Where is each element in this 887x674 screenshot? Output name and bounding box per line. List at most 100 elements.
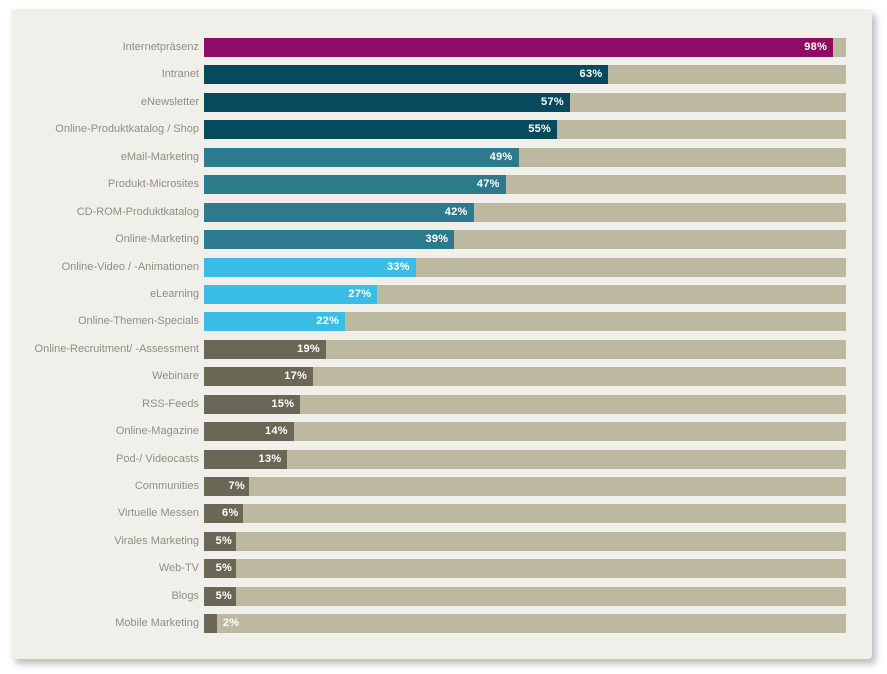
bar-fill <box>204 312 346 332</box>
bar-track: 22% <box>204 312 846 332</box>
chart-row: Online-Magazine 14% <box>11 422 846 442</box>
value-label: 15% <box>271 397 295 410</box>
category-label: RSS-Feeds <box>142 397 199 410</box>
bar-track: 5% <box>204 559 846 579</box>
category-label: Online-Magazine <box>115 425 199 438</box>
bar-fill <box>204 339 326 359</box>
category-label: eNewsletter <box>140 95 199 108</box>
value-label: 7% <box>228 480 245 492</box>
value-label: 33% <box>386 260 410 273</box>
category-label: Online-Themen-Specials <box>77 315 199 328</box>
bar-track: 57% <box>204 92 846 112</box>
bar-track: 27% <box>204 284 846 304</box>
value-label: 13% <box>258 452 282 465</box>
category-label: Virtuelle Messen <box>117 507 199 520</box>
chart-row: eNewsletter 57% <box>11 92 846 112</box>
bar-track: 13% <box>204 449 846 469</box>
value-label: 98% <box>804 41 828 53</box>
bar-track: 39% <box>204 230 846 250</box>
chart-row: Communities 7% <box>11 477 846 496</box>
bar-track: 63% <box>204 65 846 85</box>
category-label: CD-ROM-Produktkatalog <box>76 205 199 218</box>
value-label: 17% <box>284 370 308 383</box>
value-label: 63% <box>579 68 603 81</box>
chart-row: eLearning 27% <box>11 284 846 304</box>
chart-row: Online-Themen-Specials 22% <box>11 312 846 332</box>
value-label: 5% <box>215 534 233 547</box>
category-label: Online-Produktkatalog / Shop <box>55 123 199 136</box>
value-label: 42% <box>444 205 468 218</box>
value-label: 2% <box>222 617 240 630</box>
bar-track: 14% <box>204 422 846 442</box>
value-label: 14% <box>264 425 288 438</box>
category-label: Mobile Marketing <box>115 617 199 630</box>
bar-fill <box>204 257 416 277</box>
bar-chart: Internetpräsenz 98% Intranet 63% eNewsle… <box>11 38 846 642</box>
category-label: Virales Marketing <box>114 534 199 547</box>
chart-row: CD-ROM-Produktkatalog 42% <box>11 202 846 222</box>
bar-fill <box>204 422 294 442</box>
bar-track: 47% <box>204 175 846 195</box>
value-label: 5% <box>215 589 233 602</box>
chart-row: eMail-Marketing 49% <box>11 147 846 167</box>
category-label: Internetpräsenz <box>122 41 199 53</box>
bar-track: 19% <box>204 339 846 359</box>
category-label: eLearning <box>150 287 199 300</box>
category-label: Online-Video / -Animationen <box>61 260 199 273</box>
chart-row: Blogs 5% <box>11 586 846 606</box>
chart-panel: Internetpräsenz 98% Intranet 63% eNewsle… <box>11 9 872 659</box>
category-label: Produkt-Microsites <box>107 178 199 191</box>
bar-fill <box>204 449 288 469</box>
category-label: Pod-/ Videocasts <box>116 452 199 465</box>
bar-fill <box>204 92 570 112</box>
bar-track: 5% <box>204 531 846 551</box>
chart-row: RSS-Feeds 15% <box>11 394 846 414</box>
bar-fill <box>204 367 314 387</box>
chart-row: Online-Video / -Animationen 33% <box>11 257 846 277</box>
bar-fill <box>204 38 834 57</box>
chart-row: Virtuelle Messen 6% <box>11 504 846 524</box>
bar-fill <box>204 284 378 304</box>
bar-fill <box>204 586 237 606</box>
bar-track: 7% <box>204 477 846 496</box>
value-label: 22% <box>316 315 340 328</box>
bar-track: 5% <box>204 586 846 606</box>
chart-row: Internetpräsenz 98% <box>11 38 846 57</box>
chart-row: Web-TV 5% <box>11 559 846 579</box>
chart-row: Virales Marketing 5% <box>11 531 846 551</box>
category-label: Intranet <box>161 68 199 81</box>
bar-track: 2% <box>204 614 846 634</box>
value-label: 27% <box>348 287 372 300</box>
bar-track: 49% <box>204 147 846 167</box>
bar-track: 17% <box>204 367 846 387</box>
bar-fill <box>204 147 519 167</box>
value-label: 19% <box>297 342 320 355</box>
chart-row: Online-Produktkatalog / Shop 55% <box>11 120 846 140</box>
chart-row: Mobile Marketing 2% <box>11 614 846 634</box>
category-label: Web-TV <box>158 562 199 575</box>
value-label: 49% <box>489 150 513 163</box>
bar-fill <box>204 65 609 85</box>
category-label: eMail-Marketing <box>120 150 199 163</box>
chart-row: Online-Marketing 39% <box>11 230 846 250</box>
bar-fill <box>204 394 301 414</box>
category-label: Blogs <box>171 589 199 602</box>
value-label: 5% <box>215 562 233 575</box>
chart-row: Online-Recruitment/ -Assessment 19% <box>11 339 846 359</box>
bar-fill <box>204 614 217 634</box>
bar-fill <box>204 531 237 551</box>
bar-track: 33% <box>204 257 846 277</box>
bar-fill <box>204 120 558 140</box>
category-label: Online-Recruitment/ -Assessment <box>34 342 199 355</box>
bar-fill <box>204 559 237 579</box>
value-label: 6% <box>222 507 239 520</box>
bar-track: 15% <box>204 394 846 414</box>
value-label: 39% <box>425 233 449 246</box>
chart-row: Intranet 63% <box>11 65 846 85</box>
bar-track: 6% <box>204 504 846 524</box>
bar-track: 98% <box>204 38 846 57</box>
category-label: Online-Marketing <box>115 233 199 246</box>
bar-fill <box>204 230 455 250</box>
category-label: Webinare <box>152 370 199 383</box>
chart-row: Pod-/ Videocasts 13% <box>11 449 846 469</box>
